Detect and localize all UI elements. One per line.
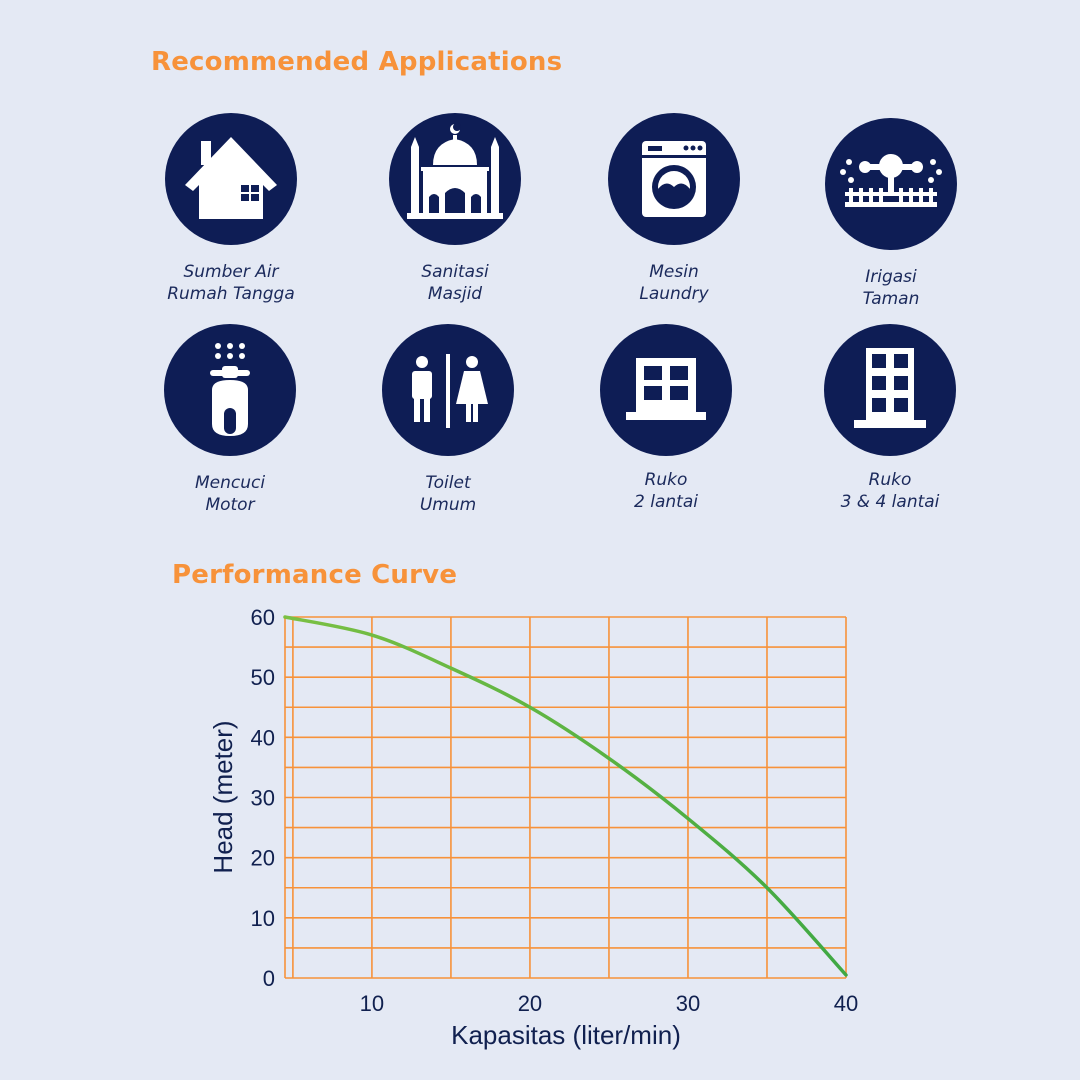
x-tick-label: 40 (834, 991, 858, 1016)
app-item-mencuci-motor: Mencuci Motor (140, 324, 320, 516)
app-label: Irigasi Taman (862, 267, 920, 309)
x-axis-label: Kapasitas (liter/min) (451, 1020, 681, 1050)
building-two-floor-icon (600, 324, 732, 456)
mosque-icon (389, 113, 521, 245)
app-label: Mencuci Motor (194, 473, 266, 515)
y-axis-label: Head (meter) (208, 720, 238, 873)
app-label: Ruko 3 & 4 lantai (840, 470, 940, 512)
y-tick-label: 60 (251, 605, 275, 630)
performance-title: Performance Curve (172, 560, 458, 590)
y-tick-label: 10 (251, 906, 275, 931)
y-tick-label: 20 (251, 846, 275, 871)
app-item-laundry: Mesin Laundry (584, 113, 764, 305)
app-label: Toilet Umum (419, 473, 477, 515)
app-label: Sumber Air Rumah Tangga (167, 262, 295, 304)
chart-grid (284, 616, 847, 979)
app-label: Sanitasi Masjid (421, 262, 489, 304)
app-item-ruko-2-lantai: Ruko 2 lantai (576, 324, 756, 513)
x-tick-label: 20 (518, 991, 542, 1016)
restroom-icon (382, 324, 514, 456)
y-tick-label: 40 (251, 725, 275, 750)
app-item-irigasi: Irigasi Taman (801, 118, 981, 310)
applications-title: Recommended Applications (151, 47, 563, 77)
y-tick-label: 50 (251, 665, 275, 690)
app-item-toilet-umum: Toilet Umum (358, 324, 538, 516)
app-label: Mesin Laundry (639, 262, 709, 304)
app-item-ruko-3-4-lantai: Ruko 3 & 4 lantai (800, 324, 980, 513)
scooter-wash-icon (164, 324, 296, 456)
app-item-masjid: Sanitasi Masjid (365, 113, 545, 305)
washing-machine-icon (608, 113, 740, 245)
chart-curve-group (283, 615, 848, 977)
house-icon (165, 113, 297, 245)
sprinkler-icon (825, 118, 957, 250)
performance-curve-line (283, 615, 848, 977)
x-tick-label: 30 (676, 991, 700, 1016)
y-tick-label: 30 (251, 786, 275, 811)
building-multi-floor-icon (824, 324, 956, 456)
app-item-rumah-tangga: Sumber Air Rumah Tangga (141, 113, 321, 305)
chart-ticks: 0 10 20 30 40 50 60 10 20 30 40 (251, 605, 859, 1016)
y-tick-label: 0 (263, 966, 275, 991)
x-tick-label: 10 (360, 991, 384, 1016)
app-label: Ruko 2 lantai (634, 470, 698, 512)
